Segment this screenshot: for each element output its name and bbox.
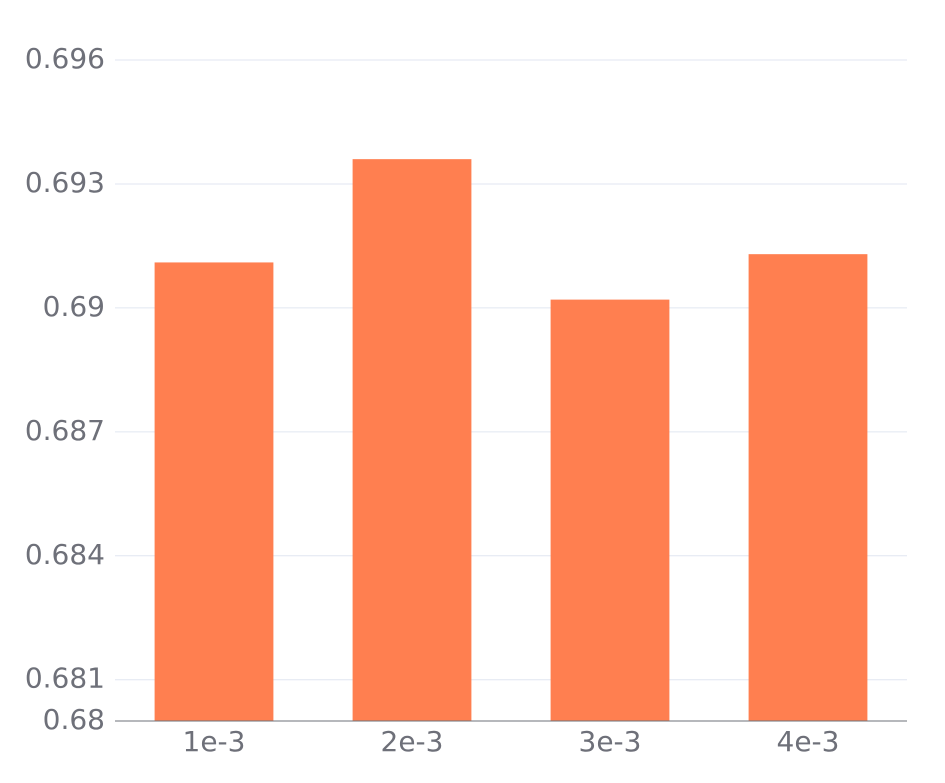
y-tick-label: 0.693 (25, 166, 105, 199)
y-tick-label: 0.684 (25, 538, 105, 571)
y-tick-label: 0.687 (25, 414, 105, 447)
y-tick-label: 0.68 (43, 703, 105, 736)
bar (154, 262, 274, 721)
y-tick-label: 0.69 (43, 290, 105, 323)
bar (352, 159, 472, 721)
x-tick-label: 3e-3 (579, 725, 642, 758)
bar (550, 299, 670, 721)
bar (748, 254, 868, 721)
x-tick-label: 1e-3 (183, 725, 246, 758)
y-tick-label: 0.681 (25, 662, 105, 695)
x-tick-label: 4e-3 (777, 725, 840, 758)
y-tick-label: 0.696 (25, 42, 105, 75)
x-tick-label: 2e-3 (381, 725, 444, 758)
